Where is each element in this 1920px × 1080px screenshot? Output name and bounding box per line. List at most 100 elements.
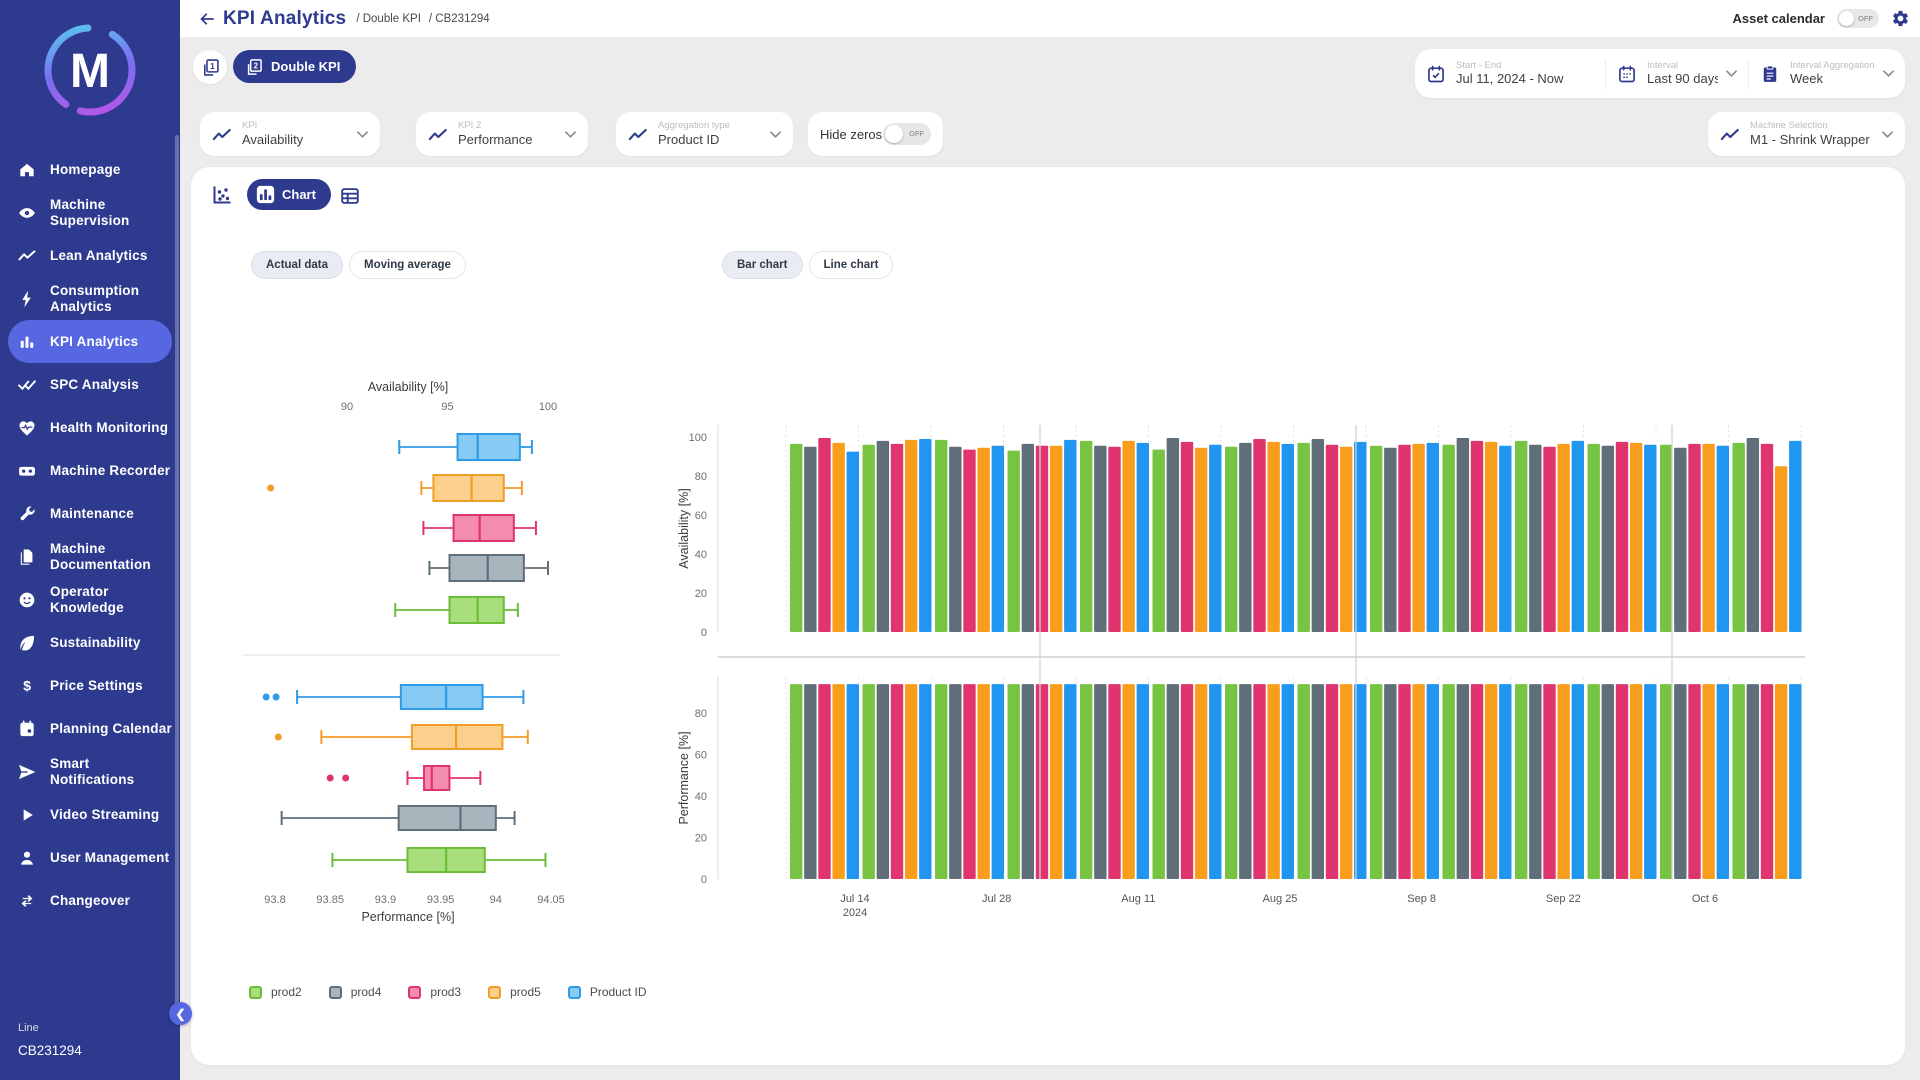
chip-line-chart[interactable]: Line chart (808, 251, 894, 279)
breadcrumb-item[interactable]: / CB231294 (428, 12, 490, 25)
legend-label: prod3 (430, 985, 462, 999)
sidebar-item-health-monitoring[interactable]: Health Monitoring (0, 406, 180, 449)
sidebar-item-label: Machine Documentation (50, 541, 151, 572)
sidebar-item-consumption-analytics[interactable]: Consumption Analytics (0, 277, 180, 320)
chart-view-button[interactable]: Chart (247, 179, 331, 210)
sidebar-item-machine-documentation[interactable]: Machine Documentation (0, 535, 180, 578)
svg-text:M: M (70, 45, 110, 98)
calendar-icon (1617, 64, 1639, 84)
back-arrow-icon[interactable] (197, 9, 217, 29)
sidebar-item-label: Changeover (50, 892, 131, 908)
scatter-view-icon[interactable] (209, 182, 235, 208)
sidebar-item-video-streaming[interactable]: Video Streaming (0, 793, 180, 836)
sidebar-item-homepage[interactable]: Homepage (0, 148, 180, 191)
hide-zeros-label: Hide zeros (820, 126, 883, 142)
kpi-trend-icon (212, 126, 234, 143)
sidebar-collapse-button[interactable]: ❮ (169, 1002, 192, 1025)
sidebar-item-planning-calendar[interactable]: Planning Calendar (0, 707, 180, 750)
sidebar-item-changeover[interactable]: Changeover (0, 879, 180, 922)
sidebar-item-label: Homepage (50, 161, 121, 177)
chip-moving-average[interactable]: Moving average (349, 251, 466, 279)
svg-text:$: $ (23, 678, 31, 694)
trend-icon (17, 246, 39, 266)
svg-text:0: 0 (701, 874, 707, 886)
legend-label: prod2 (271, 985, 302, 999)
line-value: CB231294 (18, 1043, 82, 1058)
sidebar-item-machine-recorder[interactable]: Machine Recorder (0, 449, 180, 492)
sidebar-item-label: Smart Notifications (50, 756, 135, 787)
kpi-filter-value: Availability (242, 131, 304, 147)
aggregation-type-label: Aggregation type (658, 120, 730, 132)
bolt-icon (17, 289, 39, 309)
sidebar-item-smart-notifications[interactable]: Smart Notifications (0, 750, 180, 793)
svg-text:100: 100 (539, 401, 557, 413)
sidebar-item-user-management[interactable]: User Management (0, 836, 180, 879)
sidebar-item-price-settings[interactable]: $ Price Settings (0, 664, 180, 707)
svg-text:93.9: 93.9 (375, 894, 396, 906)
svg-text:Availability [%]: Availability [%] (368, 380, 448, 394)
sidebar: M Homepage Machine Supervision Lean Analyt… (0, 0, 180, 1080)
charts-canvas: 90 95 100 Availability [%] 93.8 93.85 93.9 93.9… (243, 380, 1805, 924)
sidebar-item-kpi-analytics[interactable]: KPI Analytics (8, 320, 172, 363)
send-icon (17, 762, 39, 782)
interval-aggregation-filter[interactable]: Interval Aggregation Week (1749, 49, 1905, 98)
kpi-filter[interactable]: KPI Availability (200, 112, 380, 156)
single-kpi-button[interactable]: 1 (193, 50, 227, 84)
table-view-icon[interactable] (337, 183, 363, 209)
chart-panel: Chart Actual data Moving average Bar char… (191, 167, 1905, 1065)
legend-swatch (249, 985, 262, 999)
sidebar-item-operator-knowledge[interactable]: Operator Knowledge (0, 578, 180, 621)
checks-icon (17, 375, 39, 395)
machine-selection-filter[interactable]: Machine Selection M1 - Shrink Wrapper (1708, 112, 1905, 156)
svg-text:Jul 28: Jul 28 (982, 893, 1011, 905)
aggregation-type-filter[interactable]: Aggregation type Product ID (616, 112, 793, 156)
play-icon (17, 805, 39, 825)
legend-item-prod2[interactable]: prod2 (249, 985, 302, 999)
chevron-down-icon (1882, 130, 1893, 138)
machine-trend-icon (1720, 126, 1742, 143)
svg-text:95: 95 (441, 401, 453, 413)
clipboard-icon (1760, 64, 1782, 84)
legend-item-product-id[interactable]: Product ID (567, 985, 647, 999)
legend-item-prod5[interactable]: prod5 (488, 985, 541, 999)
legend-label: prod4 (350, 985, 382, 999)
machine-selection-value: M1 - Shrink Wrapper (1750, 131, 1870, 147)
double-kpi-button[interactable]: 2 Double KPI (233, 50, 357, 83)
kpi2-filter[interactable]: KPI 2 Performance (416, 112, 588, 156)
interval-filter[interactable]: Interval Last 90 days (1606, 49, 1748, 98)
sidebar-item-label: Lean Analytics (50, 247, 148, 263)
sidebar-item-label: Maintenance (50, 505, 134, 521)
double-kpi-icon: 2 (247, 58, 262, 75)
svg-text:20: 20 (695, 833, 707, 845)
kpi-filter-label: KPI (242, 120, 258, 132)
sidebar-item-machine-supervision[interactable]: Machine Supervision (0, 191, 180, 234)
svg-text:40: 40 (695, 549, 707, 561)
sidebar-item-maintenance[interactable]: Maintenance (0, 492, 180, 535)
svg-text:93.8: 93.8 (264, 894, 285, 906)
sidebar-item-sustainability[interactable]: Sustainability (0, 621, 180, 664)
home-icon (17, 160, 39, 180)
topbar: KPI Analytics / Double KPI / CB231294 Ass… (180, 0, 1920, 37)
legend-label: prod5 (510, 985, 541, 999)
settings-gear-icon[interactable] (1891, 9, 1910, 28)
heart-icon (17, 418, 39, 438)
chevron-down-icon (1883, 70, 1894, 77)
legend-item-prod4[interactable]: prod4 (328, 985, 382, 999)
breadcrumb: / Double KPI / CB231294 (356, 13, 489, 25)
legend-item-prod3[interactable]: prod3 (408, 985, 461, 999)
breadcrumb-item[interactable]: / Double KPI (356, 12, 421, 25)
sidebar-item-label: Machine Supervision (50, 197, 130, 228)
sidebar-item-lean-analytics[interactable]: Lean Analytics (0, 234, 180, 277)
double-kpi-label: Double KPI (271, 59, 341, 74)
chip-actual-data[interactable]: Actual data (251, 251, 343, 279)
sidebar-scrollbar[interactable] (175, 135, 179, 1025)
start-end-filter[interactable]: Start - End Jul 11, 2024 - Now (1415, 49, 1605, 98)
chart-legend: prod2 prod4 prod3 prod5 Product ID (249, 985, 647, 999)
asset-calendar-toggle[interactable]: OFF (1837, 9, 1879, 28)
hide-zeros-toggle[interactable]: OFF (883, 123, 931, 145)
cycle-icon (17, 891, 39, 911)
bar-chart-icon (256, 185, 275, 204)
sidebar-item-spc-analysis[interactable]: SPC Analysis (0, 363, 180, 406)
chip-bar-chart[interactable]: Bar chart (722, 251, 803, 279)
svg-text:2024: 2024 (843, 907, 867, 919)
